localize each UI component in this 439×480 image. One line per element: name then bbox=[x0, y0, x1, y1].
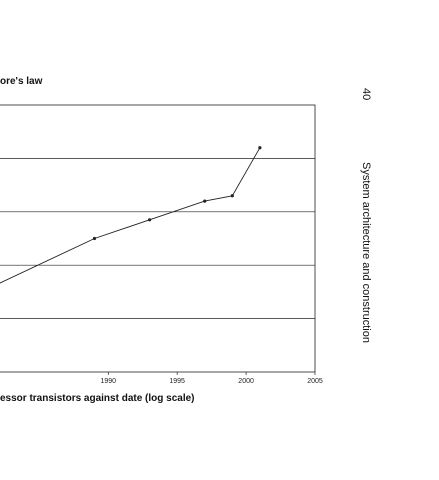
data-point bbox=[148, 218, 152, 222]
x-tick-label: 2005 bbox=[307, 378, 323, 385]
chart-title: ore's law bbox=[0, 76, 43, 87]
series-line bbox=[0, 147, 261, 284]
plot-frame bbox=[0, 104, 316, 373]
x-tick-label: 1990 bbox=[100, 378, 116, 385]
running-title: System architecture and construction bbox=[360, 162, 372, 343]
page-number: 40 bbox=[360, 88, 372, 101]
figure-caption: essor transistors against date (log scal… bbox=[0, 393, 195, 404]
x-tick-label: 2000 bbox=[238, 378, 254, 385]
data-point bbox=[230, 194, 234, 198]
running-header: 40 System architecture and construction bbox=[360, 50, 384, 370]
data-point bbox=[92, 236, 97, 241]
data-point bbox=[258, 146, 262, 150]
data-point bbox=[203, 199, 207, 203]
x-tick-label: 1995 bbox=[169, 378, 185, 385]
